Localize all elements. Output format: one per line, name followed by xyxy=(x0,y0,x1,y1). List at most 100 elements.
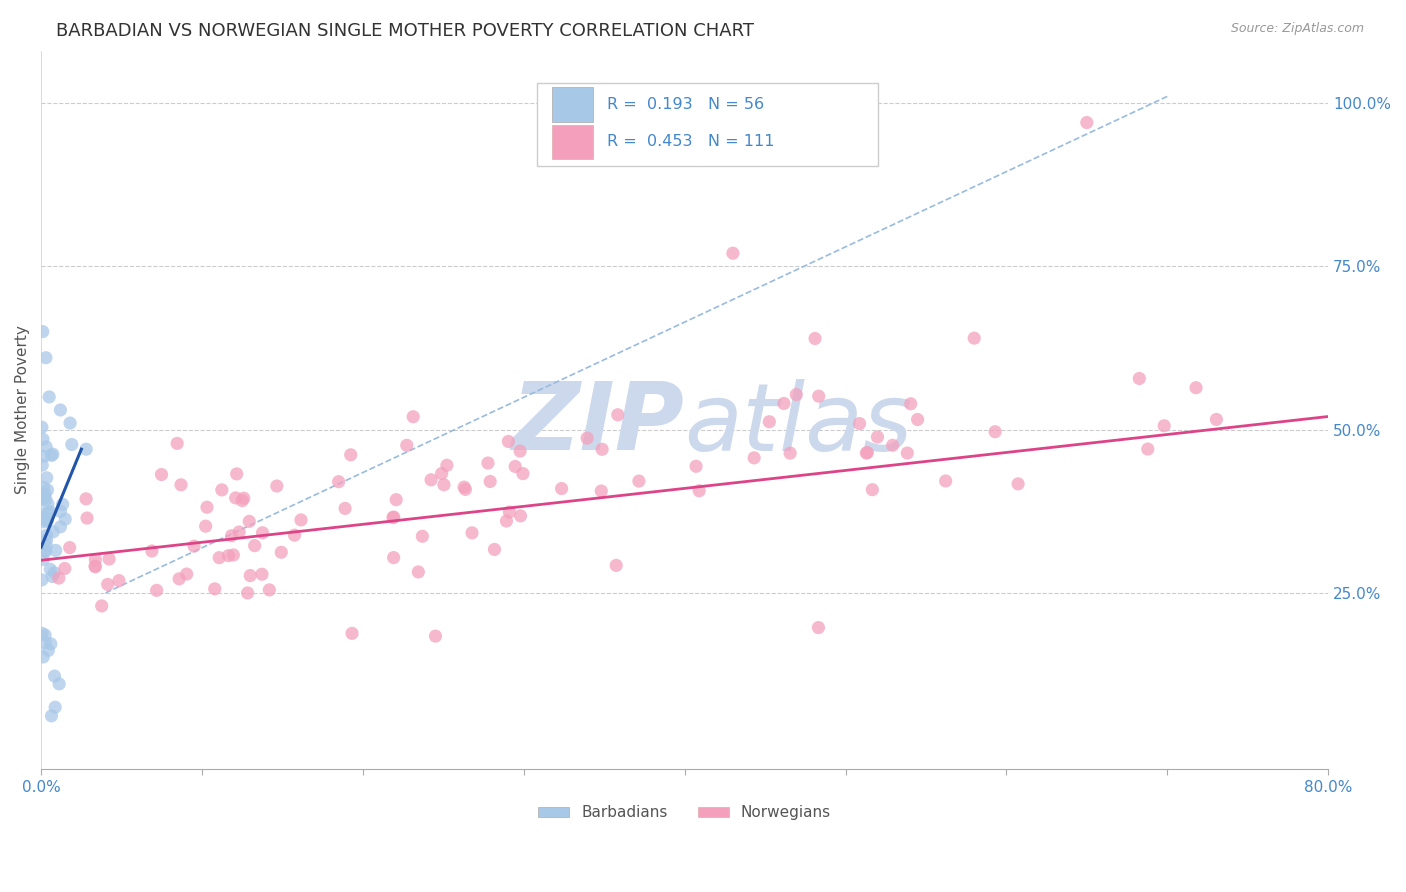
Point xyxy=(896,446,918,460)
Point xyxy=(221,529,243,543)
Point xyxy=(76,511,98,525)
Point xyxy=(807,621,830,635)
Point xyxy=(807,389,830,403)
Point xyxy=(31,491,53,506)
Point xyxy=(49,504,72,518)
Point xyxy=(1007,476,1029,491)
Point xyxy=(37,483,59,497)
Point xyxy=(32,552,55,566)
FancyBboxPatch shape xyxy=(537,83,877,166)
Point xyxy=(49,403,72,417)
Point xyxy=(31,325,53,339)
Point xyxy=(606,408,628,422)
Point xyxy=(848,417,870,431)
Point xyxy=(34,628,56,642)
Point xyxy=(32,511,55,525)
Point xyxy=(84,559,107,574)
Point xyxy=(243,539,266,553)
Point xyxy=(32,432,55,446)
Point xyxy=(232,491,254,505)
Point xyxy=(44,700,66,714)
Point xyxy=(37,513,59,527)
Point xyxy=(34,636,56,650)
Point xyxy=(721,246,744,260)
Point xyxy=(48,571,70,585)
Text: Source: ZipAtlas.com: Source: ZipAtlas.com xyxy=(1230,22,1364,36)
Point xyxy=(44,566,66,580)
Point xyxy=(290,513,312,527)
Point xyxy=(984,425,1007,439)
Point xyxy=(35,528,58,542)
Point xyxy=(453,480,475,494)
Point xyxy=(758,415,780,429)
Point xyxy=(860,483,883,497)
Point xyxy=(1153,418,1175,433)
Point xyxy=(98,552,121,566)
Point xyxy=(252,525,274,540)
Point xyxy=(53,512,76,526)
Point xyxy=(41,709,63,723)
Point xyxy=(591,442,613,457)
Point xyxy=(37,506,59,520)
Text: R =  0.193   N = 56: R = 0.193 N = 56 xyxy=(607,97,765,112)
Point xyxy=(454,483,477,497)
Point xyxy=(35,492,58,507)
Point xyxy=(509,444,531,458)
Point xyxy=(60,437,83,451)
Point xyxy=(333,501,356,516)
Point xyxy=(382,510,405,524)
Point xyxy=(591,483,613,498)
Point xyxy=(35,544,58,558)
Point xyxy=(32,481,55,495)
Point xyxy=(222,548,245,562)
Point xyxy=(150,467,173,482)
Point xyxy=(503,459,526,474)
Point xyxy=(385,492,408,507)
Point xyxy=(170,477,193,491)
Point xyxy=(461,525,484,540)
Point xyxy=(176,567,198,582)
Point xyxy=(35,351,58,365)
Point xyxy=(498,434,520,449)
Point xyxy=(35,539,58,553)
Point xyxy=(38,390,60,404)
FancyBboxPatch shape xyxy=(553,125,593,159)
Point xyxy=(195,500,218,515)
Text: atlas: atlas xyxy=(685,379,912,470)
Point xyxy=(1128,371,1150,385)
Point xyxy=(35,533,58,547)
Point xyxy=(1185,381,1208,395)
Point xyxy=(270,545,292,559)
Point xyxy=(39,562,62,576)
Point xyxy=(53,561,76,575)
Point xyxy=(35,471,58,485)
Point xyxy=(1076,115,1098,129)
Point xyxy=(498,505,520,519)
Point xyxy=(773,396,796,410)
Point xyxy=(145,583,167,598)
Point xyxy=(283,528,305,542)
Point xyxy=(41,449,63,463)
Point xyxy=(32,491,55,506)
Point xyxy=(882,438,904,452)
Legend: Barbadians, Norwegians: Barbadians, Norwegians xyxy=(533,799,837,826)
Point xyxy=(32,515,55,529)
Text: ZIP: ZIP xyxy=(512,378,685,470)
Point xyxy=(84,559,107,574)
Point xyxy=(183,539,205,553)
Point xyxy=(259,582,281,597)
Point xyxy=(231,493,253,508)
FancyBboxPatch shape xyxy=(553,87,593,122)
Point xyxy=(395,438,418,452)
Point xyxy=(167,572,190,586)
Point xyxy=(576,431,599,445)
Point xyxy=(236,586,259,600)
Point xyxy=(49,520,72,534)
Point xyxy=(1136,442,1159,456)
Point xyxy=(204,582,226,596)
Point xyxy=(34,487,56,501)
Point xyxy=(408,565,430,579)
Point xyxy=(42,524,65,539)
Point xyxy=(211,483,233,497)
Point xyxy=(779,446,801,460)
